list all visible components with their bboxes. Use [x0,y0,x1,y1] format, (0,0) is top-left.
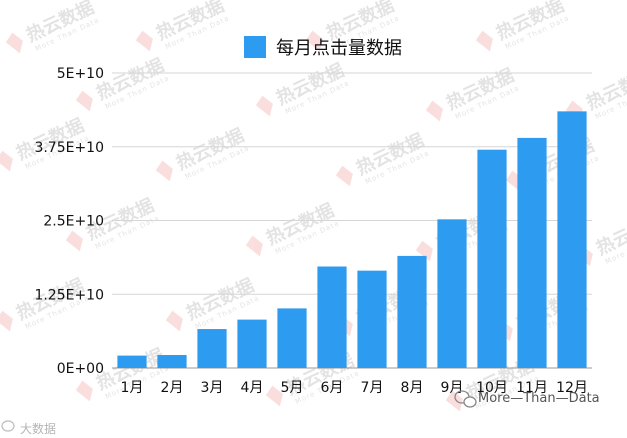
wechat-icon [454,390,477,408]
y-tick-label: 2.5E+10 [43,214,104,230]
watermark-logo-icon [265,385,283,407]
watermark-logo-icon [415,240,433,262]
credit: More—Than—Data [454,390,600,408]
y-axis-ticks: 0E+00 1.25E+10 2.5E+10 3.75E+10 5E+10 [34,66,104,377]
bar [557,111,587,368]
x-tick-label: 6月 [321,380,344,396]
watermark-logo-icon [245,235,263,257]
watermark-logo-icon [65,230,83,252]
watermark-logo-icon [255,95,273,117]
watermark-logo-icon [0,310,13,332]
bar [117,355,147,368]
watermark-logo-icon [425,100,443,122]
bar [357,270,387,368]
y-tick-label: 1.25E+10 [34,287,104,303]
x-tick-label: 2月 [161,380,184,396]
bar [317,266,347,368]
x-tick-label: 1月 [121,380,144,396]
y-tick-label: 5E+10 [57,66,104,82]
bar [237,319,267,368]
x-tick-label: 7月 [361,380,384,396]
bar [197,329,227,368]
x-tick-label: 11月 [516,380,548,396]
watermark-logo-icon [335,165,353,187]
legend-swatch [244,36,266,58]
watermark-logo-icon [135,30,153,52]
legend: 每月点击量数据 [244,36,402,59]
x-tick-label: 8月 [401,380,424,396]
corner-mark: 大数据 [1,420,56,436]
x-tick-label: 10月 [476,380,508,396]
y-tick-label: 0E+00 [57,361,104,377]
x-tick-label: 3月 [201,380,224,396]
bars [117,111,587,368]
watermark-logo-icon [75,90,93,112]
credit-text: More—Than—Data [478,391,600,406]
watermark-logo-icon [475,30,493,52]
bar [157,355,187,368]
bar [517,137,547,368]
legend-label: 每月点击量数据 [276,38,402,59]
x-tick-label: 5月 [281,380,304,396]
watermark-logo-icon [5,32,23,54]
grid-lines [112,72,592,369]
watermark-logo-icon [155,160,173,182]
bar [277,308,307,368]
bar [437,219,467,368]
y-tick-label: 3.75E+10 [34,140,104,156]
watermark-logo-icon [0,150,13,172]
bar [477,149,507,368]
wechat-icon [1,420,15,432]
watermark-logo-icon [445,390,463,412]
watermark-logo-icon [75,380,93,402]
watermark-logo-icon [305,30,323,52]
x-tick-label: 9月 [441,380,464,396]
watermark-logo-icon [165,310,183,332]
bar [397,255,427,368]
corner-mark-text: 大数据 [20,421,56,436]
x-tick-label: 12月 [556,380,588,396]
x-tick-label: 4月 [241,380,264,396]
